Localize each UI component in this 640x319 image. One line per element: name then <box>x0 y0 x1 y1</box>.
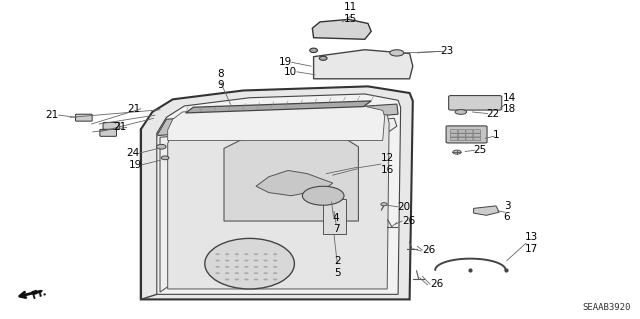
Ellipse shape <box>244 260 249 262</box>
Text: 21: 21 <box>113 122 127 132</box>
Ellipse shape <box>225 253 230 255</box>
Text: 20: 20 <box>397 202 410 212</box>
Ellipse shape <box>234 266 239 268</box>
Ellipse shape <box>310 48 317 53</box>
Ellipse shape <box>244 272 249 274</box>
Polygon shape <box>141 86 413 300</box>
Polygon shape <box>168 104 385 140</box>
Ellipse shape <box>244 253 249 255</box>
Ellipse shape <box>264 260 268 262</box>
Text: 24: 24 <box>126 148 140 158</box>
FancyBboxPatch shape <box>458 130 465 133</box>
Ellipse shape <box>273 266 278 268</box>
Text: 23: 23 <box>440 46 454 56</box>
FancyBboxPatch shape <box>103 122 120 130</box>
Text: 22: 22 <box>486 108 500 119</box>
Ellipse shape <box>234 272 239 274</box>
Ellipse shape <box>215 260 220 262</box>
Ellipse shape <box>273 278 278 280</box>
FancyBboxPatch shape <box>458 137 465 141</box>
Text: 19: 19 <box>278 57 292 67</box>
FancyBboxPatch shape <box>76 114 92 121</box>
Ellipse shape <box>381 203 387 206</box>
Ellipse shape <box>390 50 404 56</box>
Ellipse shape <box>264 266 268 268</box>
FancyBboxPatch shape <box>100 130 116 136</box>
FancyBboxPatch shape <box>451 130 458 133</box>
Polygon shape <box>168 109 389 289</box>
FancyBboxPatch shape <box>451 137 458 141</box>
FancyBboxPatch shape <box>474 130 481 133</box>
FancyBboxPatch shape <box>474 137 481 141</box>
Ellipse shape <box>253 266 259 268</box>
Text: 21: 21 <box>127 104 141 114</box>
Ellipse shape <box>273 272 278 274</box>
Polygon shape <box>323 199 346 234</box>
FancyBboxPatch shape <box>466 130 473 133</box>
Ellipse shape <box>244 266 249 268</box>
Text: 1: 1 <box>493 130 499 140</box>
Ellipse shape <box>253 278 259 280</box>
Polygon shape <box>256 170 333 196</box>
Text: 26: 26 <box>430 279 444 289</box>
Text: 26: 26 <box>422 245 436 255</box>
Text: 11
15: 11 15 <box>344 2 357 24</box>
Text: 10: 10 <box>284 67 297 77</box>
Text: 8
9: 8 9 <box>218 69 224 90</box>
Ellipse shape <box>234 260 239 262</box>
Polygon shape <box>157 104 398 136</box>
Ellipse shape <box>264 253 268 255</box>
Ellipse shape <box>244 278 249 280</box>
Ellipse shape <box>215 253 220 255</box>
Ellipse shape <box>253 260 259 262</box>
Text: 2
5: 2 5 <box>334 256 340 278</box>
Ellipse shape <box>253 253 259 255</box>
Text: 4
7: 4 7 <box>333 213 339 234</box>
Ellipse shape <box>455 110 467 114</box>
Polygon shape <box>160 118 397 292</box>
Ellipse shape <box>234 278 239 280</box>
Text: 19: 19 <box>129 160 142 170</box>
Polygon shape <box>474 206 499 215</box>
Ellipse shape <box>205 238 294 289</box>
FancyBboxPatch shape <box>466 133 473 137</box>
Ellipse shape <box>273 253 278 255</box>
Ellipse shape <box>225 272 230 274</box>
Ellipse shape <box>234 253 239 255</box>
Ellipse shape <box>225 278 230 280</box>
Text: 26: 26 <box>402 216 415 226</box>
Text: 14
18: 14 18 <box>503 93 516 114</box>
Text: SEAAB3920: SEAAB3920 <box>582 303 630 312</box>
Ellipse shape <box>264 278 268 280</box>
Polygon shape <box>312 19 371 39</box>
FancyBboxPatch shape <box>451 133 458 137</box>
Text: 25: 25 <box>474 145 487 155</box>
Polygon shape <box>224 134 358 221</box>
FancyBboxPatch shape <box>466 137 473 141</box>
Ellipse shape <box>161 156 169 160</box>
FancyBboxPatch shape <box>449 96 502 110</box>
Polygon shape <box>157 94 401 294</box>
Text: 12
16: 12 16 <box>381 153 394 175</box>
Text: Fr.: Fr. <box>31 287 48 301</box>
Ellipse shape <box>225 260 230 262</box>
Ellipse shape <box>302 186 344 205</box>
Text: 13
17: 13 17 <box>525 232 538 254</box>
Ellipse shape <box>319 56 327 60</box>
Polygon shape <box>186 101 371 113</box>
Text: 21: 21 <box>45 110 59 120</box>
Ellipse shape <box>215 266 220 268</box>
Ellipse shape <box>156 145 166 149</box>
Ellipse shape <box>453 150 461 154</box>
Ellipse shape <box>253 272 259 274</box>
Ellipse shape <box>264 272 268 274</box>
FancyBboxPatch shape <box>458 133 465 137</box>
Ellipse shape <box>225 266 230 268</box>
FancyBboxPatch shape <box>446 126 487 143</box>
Text: 3
6: 3 6 <box>504 201 510 222</box>
Polygon shape <box>314 50 413 79</box>
FancyBboxPatch shape <box>474 133 481 137</box>
Ellipse shape <box>273 260 278 262</box>
Ellipse shape <box>215 272 220 274</box>
